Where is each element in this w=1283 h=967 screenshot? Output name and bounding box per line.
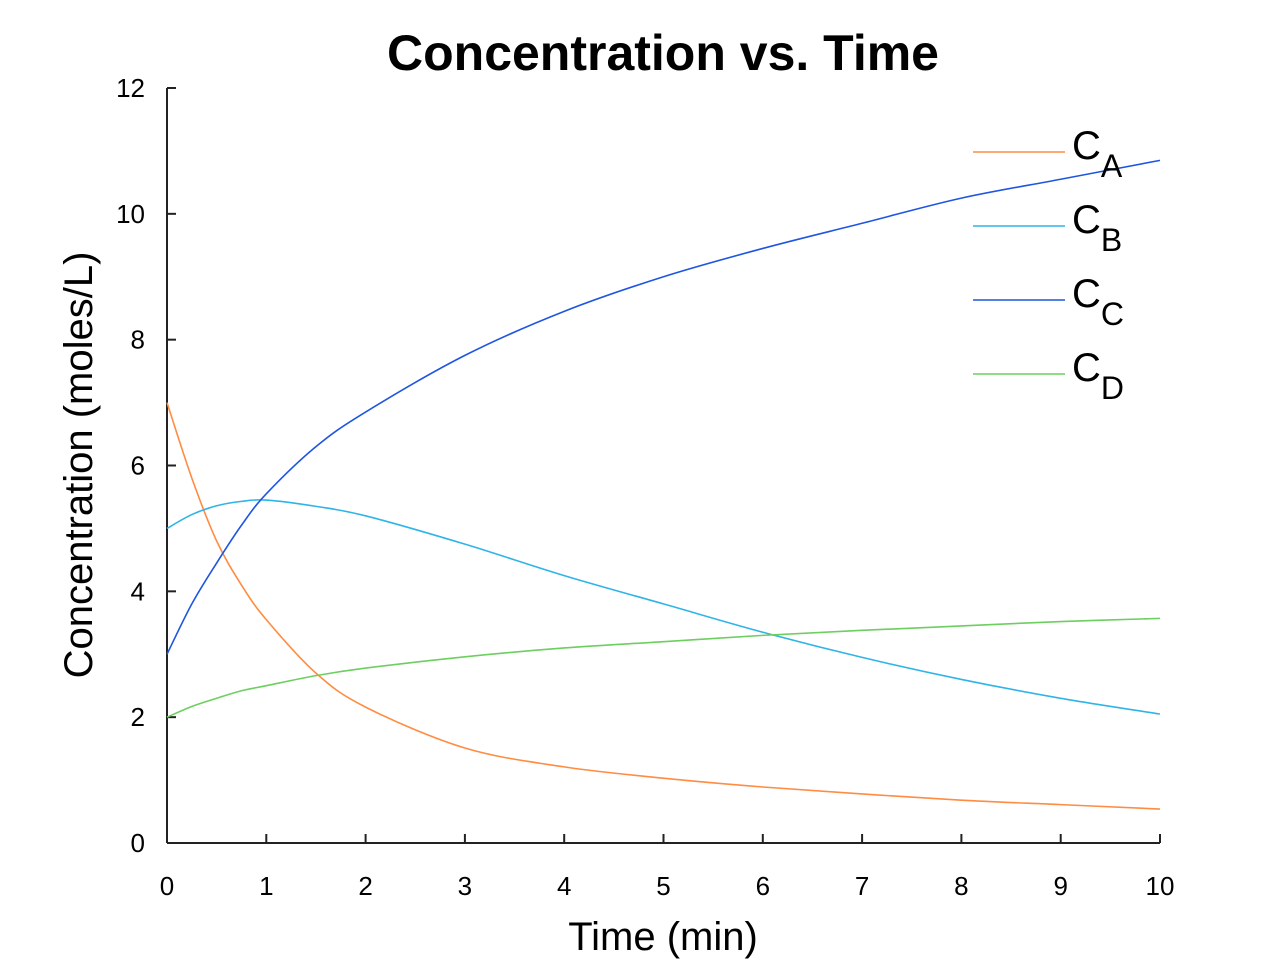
legend-label-ca: CA bbox=[1072, 124, 1123, 184]
legend-label-cd: CD bbox=[1072, 346, 1124, 406]
x-tick-label: 1 bbox=[259, 871, 273, 901]
series-line-cb bbox=[166, 499, 1161, 715]
x-tick-label: 7 bbox=[855, 871, 869, 901]
legend-label-cb: CB bbox=[1072, 198, 1122, 258]
y-axis-label: Concentration (moles/L) bbox=[57, 252, 101, 679]
y-tick-label: 6 bbox=[131, 451, 145, 481]
y-tick-label: 8 bbox=[131, 325, 145, 355]
series-line-cd bbox=[166, 617, 1161, 718]
series-lines bbox=[166, 159, 1161, 810]
y-tick-label: 0 bbox=[131, 828, 145, 858]
series-line-cc bbox=[166, 159, 1161, 655]
x-tick-label: 0 bbox=[160, 871, 174, 901]
x-tick-label: 10 bbox=[1146, 871, 1175, 901]
y-tick-label: 2 bbox=[131, 702, 145, 732]
chart-title: Concentration vs. Time bbox=[387, 25, 939, 81]
legend-label-cc: CC bbox=[1072, 272, 1124, 332]
legend: CA CB CC CD bbox=[973, 124, 1124, 406]
x-tick-label: 9 bbox=[1053, 871, 1067, 901]
y-tick-label: 4 bbox=[131, 576, 145, 606]
y-tick-label: 12 bbox=[116, 73, 145, 103]
x-tick-label: 5 bbox=[656, 871, 670, 901]
x-tick-label: 6 bbox=[756, 871, 770, 901]
x-axis-label: Time (min) bbox=[568, 915, 758, 959]
x-tick-label: 2 bbox=[358, 871, 372, 901]
x-tick-label: 3 bbox=[458, 871, 472, 901]
series-line-ca bbox=[166, 402, 1161, 810]
y-tick-label: 10 bbox=[116, 199, 145, 229]
x-tick-label: 8 bbox=[954, 871, 968, 901]
x-tick-label: 4 bbox=[557, 871, 571, 901]
